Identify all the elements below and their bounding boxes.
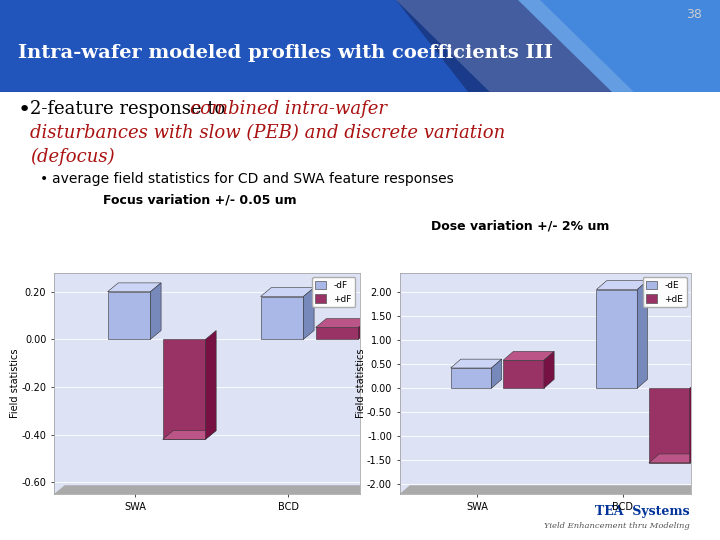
Text: average field statistics for CD and SWA feature responses: average field statistics for CD and SWA … xyxy=(52,172,454,186)
Y-axis label: Field statistics: Field statistics xyxy=(356,349,366,418)
Polygon shape xyxy=(400,485,701,494)
Polygon shape xyxy=(359,319,369,339)
Text: Focus variation +/- 0.05 um: Focus variation +/- 0.05 um xyxy=(103,194,297,207)
Polygon shape xyxy=(492,359,502,388)
Text: Dose variation +/- 2% um: Dose variation +/- 2% um xyxy=(431,220,609,233)
Polygon shape xyxy=(503,352,554,360)
Text: disturbances with slow (PEB) and discrete variation: disturbances with slow (PEB) and discret… xyxy=(30,124,505,142)
Polygon shape xyxy=(649,454,700,463)
Polygon shape xyxy=(637,281,647,388)
Text: •: • xyxy=(40,172,48,186)
Text: Yield Enhancement thru Modeling: Yield Enhancement thru Modeling xyxy=(544,522,690,530)
Polygon shape xyxy=(54,485,371,494)
Bar xyxy=(107,292,150,339)
Bar xyxy=(261,296,303,339)
Polygon shape xyxy=(150,283,161,339)
Polygon shape xyxy=(596,281,647,289)
Text: combined intra-wafer: combined intra-wafer xyxy=(190,100,387,118)
Polygon shape xyxy=(518,0,720,92)
Legend: -dF, +dF: -dF, +dF xyxy=(312,277,356,307)
Text: 38: 38 xyxy=(686,8,702,21)
Bar xyxy=(596,289,637,388)
Polygon shape xyxy=(261,288,314,296)
Polygon shape xyxy=(107,283,161,292)
Legend: -dE, +dE: -dE, +dE xyxy=(642,277,687,307)
Polygon shape xyxy=(690,380,700,463)
Polygon shape xyxy=(0,0,468,92)
Text: Intra-wafer modeled profiles with coefficients III: Intra-wafer modeled profiles with coeffi… xyxy=(18,44,553,62)
Bar xyxy=(649,388,690,463)
Bar xyxy=(315,327,359,339)
Polygon shape xyxy=(544,352,554,388)
Text: TEA  Systems: TEA Systems xyxy=(595,505,690,518)
Bar xyxy=(451,368,492,388)
Polygon shape xyxy=(163,430,216,440)
Polygon shape xyxy=(205,330,216,440)
Polygon shape xyxy=(315,319,369,327)
Polygon shape xyxy=(303,288,314,339)
Text: 2-feature response to: 2-feature response to xyxy=(30,100,231,118)
Y-axis label: Field statistics: Field statistics xyxy=(10,349,20,418)
Polygon shape xyxy=(451,359,502,368)
Polygon shape xyxy=(396,0,634,92)
Text: •: • xyxy=(18,100,31,120)
Bar xyxy=(163,339,205,440)
Text: (defocus): (defocus) xyxy=(30,148,114,166)
Bar xyxy=(503,360,544,388)
